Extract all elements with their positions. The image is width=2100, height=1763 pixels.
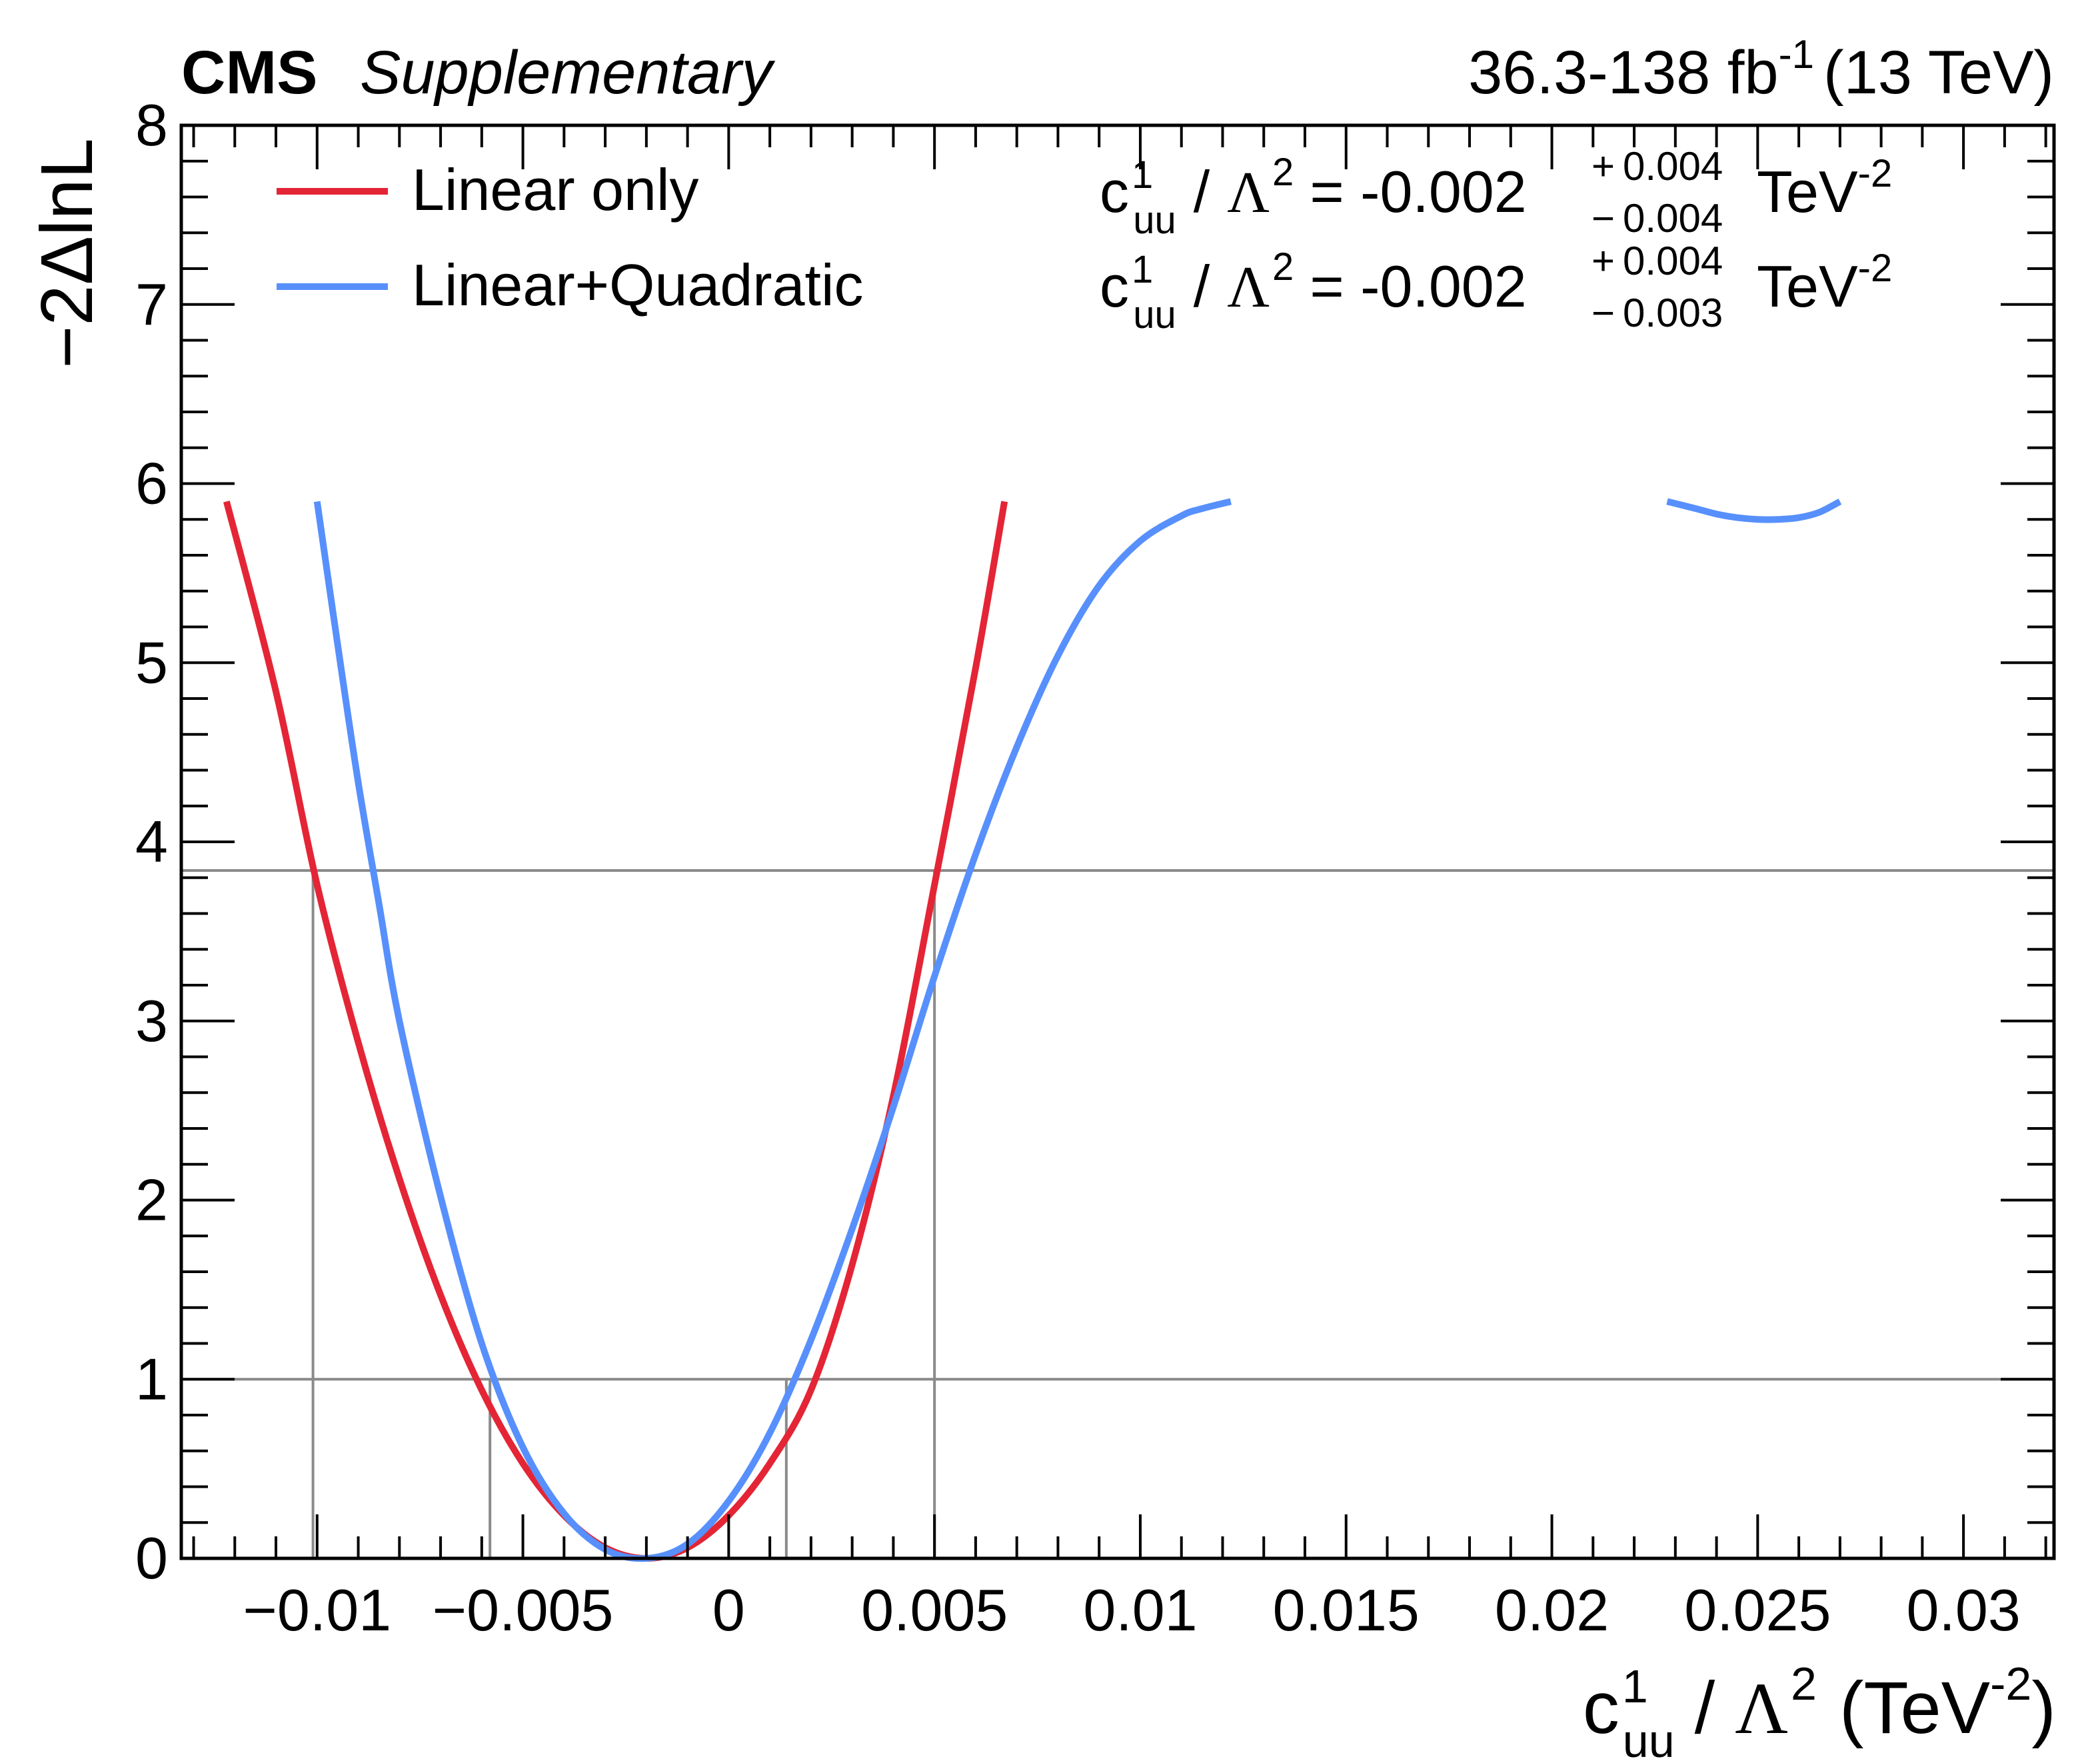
legend-label-linear: Linear only: [412, 157, 699, 223]
x-tick-label: 0.03: [1906, 1577, 2020, 1643]
result-up-quadratic: + 0.004: [1591, 239, 1723, 283]
y-tick-label: 4: [135, 809, 168, 875]
y-tick-label: 1: [135, 1346, 168, 1412]
plot-frame: [179, 123, 2056, 1560]
legend: Linear only Linear+Quadratic: [277, 157, 864, 318]
result-text-quadratic: c1 uu / Λ2 = -0.002: [1100, 245, 1527, 337]
y-tick-label: 2: [135, 1167, 168, 1233]
result-up-linear: + 0.004: [1591, 144, 1723, 189]
lumi-exponent: -1: [1779, 32, 1814, 77]
legend-label-quadratic: Linear+Quadratic: [412, 252, 864, 318]
x-tick-label: 0.02: [1495, 1577, 1609, 1643]
y-tick-label: 5: [135, 629, 168, 695]
y-tick-label: 3: [135, 988, 168, 1054]
lumi-value: 36.3-138 fb: [1468, 39, 1778, 107]
result-unit-linear: TeV-2: [1757, 152, 1892, 225]
x-tick-label: 0: [712, 1577, 745, 1643]
y-tick-label: 8: [135, 92, 168, 158]
x-tick-label: 0.01: [1083, 1577, 1197, 1643]
y-tick-label: 7: [135, 271, 168, 337]
result-annotation-quadratic: c1 uu / Λ2 = -0.002 + 0.004 − 0.003 TeV-2: [1100, 239, 1892, 337]
result-down-linear: − 0.004: [1591, 196, 1723, 241]
y-tick-label: 6: [135, 451, 168, 517]
x-tick-label: 0.005: [861, 1577, 1008, 1643]
result-down-quadratic: − 0.003: [1591, 291, 1723, 335]
result-unit-quadratic: TeV-2: [1757, 247, 1892, 319]
result-text-linear: c1 uu / Λ2 = -0.002: [1100, 151, 1527, 242]
energy-label: (13 TeV): [1823, 39, 2054, 107]
x-tick-label: −0.01: [243, 1577, 391, 1643]
x-tick-label: 0.015: [1273, 1577, 1420, 1643]
supplementary-label: Supplementary: [360, 39, 776, 107]
result-annotation-linear: c1 uu / Λ2 = -0.002 + 0.004 − 0.004 TeV-2: [1100, 144, 1892, 242]
luminosity-label: 36.3-138 fb-1 (13 TeV): [1468, 32, 2054, 107]
x-tick-label: −0.005: [433, 1577, 614, 1643]
series-line-2: [1666, 498, 1842, 523]
x-tick-label: 0.025: [1684, 1577, 1831, 1643]
series-line-1: [313, 498, 1232, 1562]
experiment-label: CMS: [181, 39, 317, 107]
y-axis-title: −2ΔlnL: [26, 138, 108, 369]
x-axis-title: c1 uu / Λ2 (TeV-2): [1583, 1658, 2056, 1763]
y-tick-label: 0: [135, 1525, 168, 1591]
